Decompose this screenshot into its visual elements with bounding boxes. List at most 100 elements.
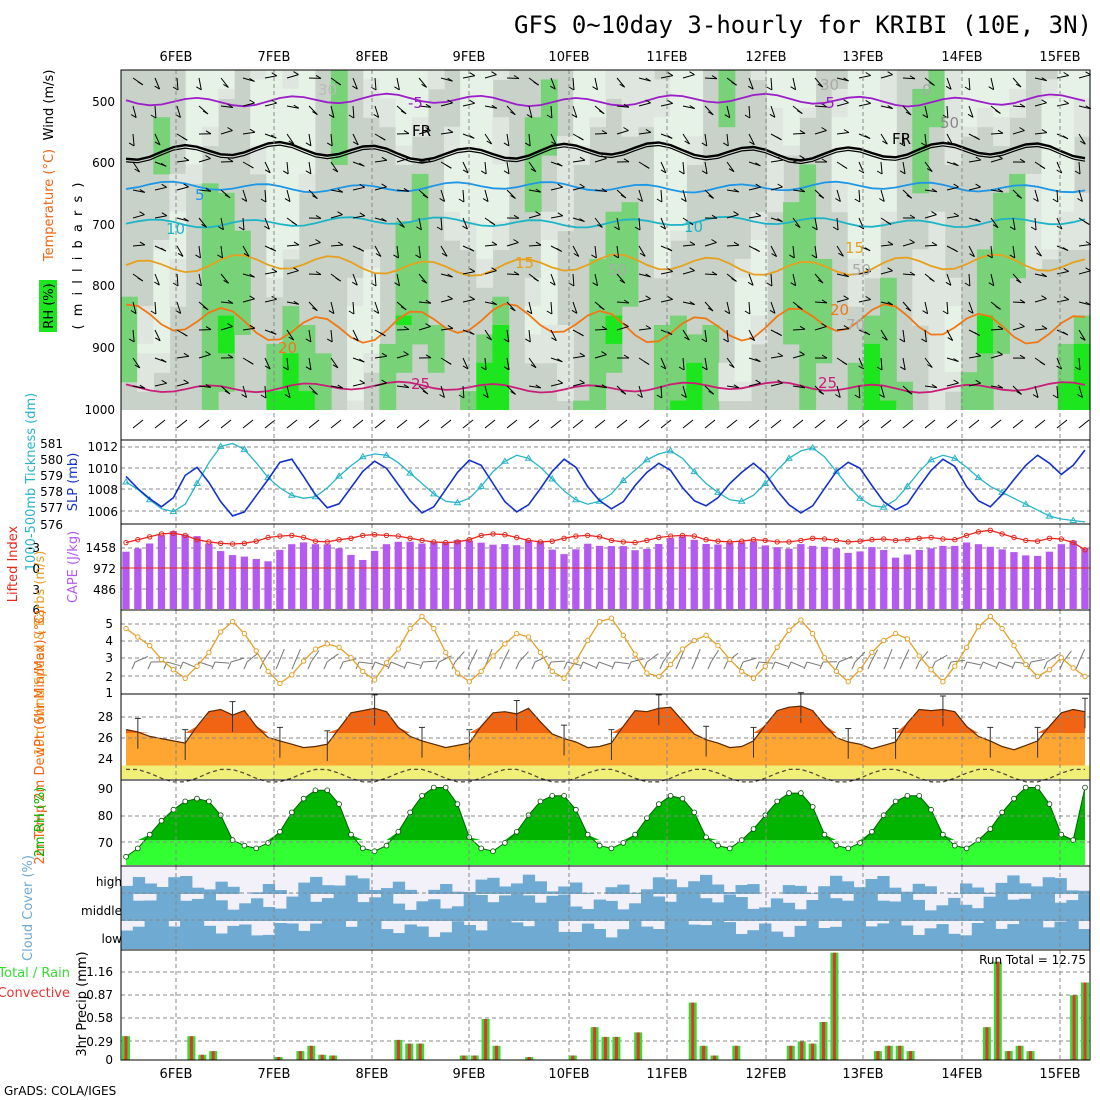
rh-shade-cell	[847, 107, 865, 118]
rh-shade-cell	[670, 155, 687, 165]
rh-shade-cell	[347, 325, 364, 335]
wind-barb-flag	[291, 221, 298, 226]
cloud-cover-bar	[333, 921, 346, 949]
wind-barb	[462, 385, 465, 399]
wind-barb	[484, 329, 493, 341]
cape-bar	[631, 550, 639, 609]
li-marker	[774, 539, 780, 545]
surface-wind-barb-flag	[1059, 661, 1064, 670]
wind-barb-flag	[439, 394, 445, 398]
surface-wind-barb-flag	[499, 661, 504, 670]
rh-shade-cell	[266, 136, 284, 147]
rh-shade-cell	[282, 117, 300, 128]
wind-barb	[484, 133, 493, 145]
rh-shade-cell	[928, 221, 946, 232]
wind-barb	[902, 242, 915, 247]
wind-barb-flag	[1056, 169, 1062, 174]
rh-shade-cell	[944, 287, 962, 298]
wind-barb-flag	[551, 337, 557, 342]
rh-shade-cell	[976, 362, 994, 373]
temp2m-panel: 24 26 28 2m Temp 2m DewPt (6hr Min/Max) …	[33, 610, 1091, 864]
rh-shade-cell	[799, 240, 817, 250]
wind-barb	[528, 133, 531, 146]
wind-barb-flag	[947, 141, 953, 146]
rh-shade-cell	[298, 136, 316, 147]
rh-shade-cell	[928, 353, 946, 364]
rh-shade-cell	[169, 202, 187, 213]
wind-speed-marker	[549, 668, 555, 675]
cloud-cover-bar	[239, 924, 252, 949]
wind-barb	[1078, 329, 1086, 341]
precip-convective-bar	[789, 1045, 793, 1060]
rh-shade-cell	[217, 277, 235, 288]
rh-shade-cell	[121, 372, 138, 383]
rh-shade-cell	[282, 88, 300, 99]
wind-barb-flag	[711, 75, 718, 80]
wind-barb	[176, 159, 189, 163]
wind-barb-flag	[922, 310, 928, 315]
li-marker	[336, 537, 342, 543]
rh-shade-cell	[201, 249, 219, 260]
wind-barb	[220, 245, 223, 258]
wind-barb	[968, 245, 975, 257]
wind-barb-flag	[491, 267, 497, 272]
wind-barb-flag	[332, 364, 339, 369]
rh-shade-cell	[1057, 192, 1075, 203]
cape-bar	[240, 556, 248, 609]
wind-barb-flag	[707, 307, 714, 312]
precip-convective-bar	[887, 1045, 891, 1060]
rh-shade-cell	[266, 107, 284, 118]
cape-bar	[1069, 540, 1077, 609]
cape-bar	[572, 549, 580, 609]
surface-wind-barb-flag	[659, 661, 664, 670]
wind-barb	[946, 329, 954, 341]
rh-shade-cell	[492, 372, 510, 383]
rh-shade-cell	[1057, 381, 1075, 392]
li-marker	[845, 539, 851, 545]
li-marker	[265, 534, 271, 541]
wind-barb-flag	[922, 114, 928, 119]
wind-barb	[572, 273, 575, 287]
cape-bar	[536, 541, 544, 609]
surface-wind-barb	[918, 650, 929, 663]
wind-barb	[308, 133, 312, 146]
wind-speed-marker	[478, 668, 484, 675]
li-marker	[454, 539, 461, 545]
wind-speed-marker	[904, 636, 911, 642]
rh-shade-cell	[330, 88, 348, 99]
rh-shade-cell	[993, 221, 1010, 232]
rh-shade-cell	[750, 221, 768, 232]
wind-barb-flag	[1077, 198, 1083, 202]
rh-shade-cell	[217, 230, 235, 241]
wind-speed-marker	[975, 624, 982, 630]
rh-shade-cell	[863, 98, 881, 109]
wind-barb-flag	[838, 252, 844, 257]
rh-shade-cell	[880, 306, 897, 317]
wind-barb	[946, 273, 952, 286]
wind-barb-flag	[337, 384, 344, 389]
wind-barb-flag	[645, 273, 651, 278]
wind-barb-flag	[546, 114, 553, 119]
wind-barb-flag	[969, 253, 975, 258]
rh-shade-cell	[831, 202, 849, 213]
cloud-cover-bar	[1078, 929, 1091, 949]
precip-convective-bar	[462, 1055, 466, 1060]
rh-marker	[809, 804, 816, 810]
wind-barb	[198, 189, 211, 192]
wind-speed-marker	[987, 613, 993, 620]
wind-speed-marker	[644, 670, 650, 676]
rh-shade-cell	[282, 230, 300, 241]
rh-shade-cell	[750, 325, 768, 335]
wind-speed-marker	[289, 672, 295, 678]
wind-barb	[616, 419, 628, 429]
wind-speed-marker	[147, 642, 153, 649]
wind-barb	[880, 161, 883, 175]
rh-shade-cell	[1073, 325, 1091, 335]
slp-tick: 1012	[87, 440, 118, 454]
wind-tick: 3	[105, 651, 113, 665]
rh-shade-cell	[686, 98, 704, 109]
precip-convective-bar	[418, 1043, 422, 1060]
wind-barb-flag	[154, 281, 160, 286]
rh-shade-cell	[653, 400, 671, 411]
wind-speed-marker	[632, 651, 638, 657]
